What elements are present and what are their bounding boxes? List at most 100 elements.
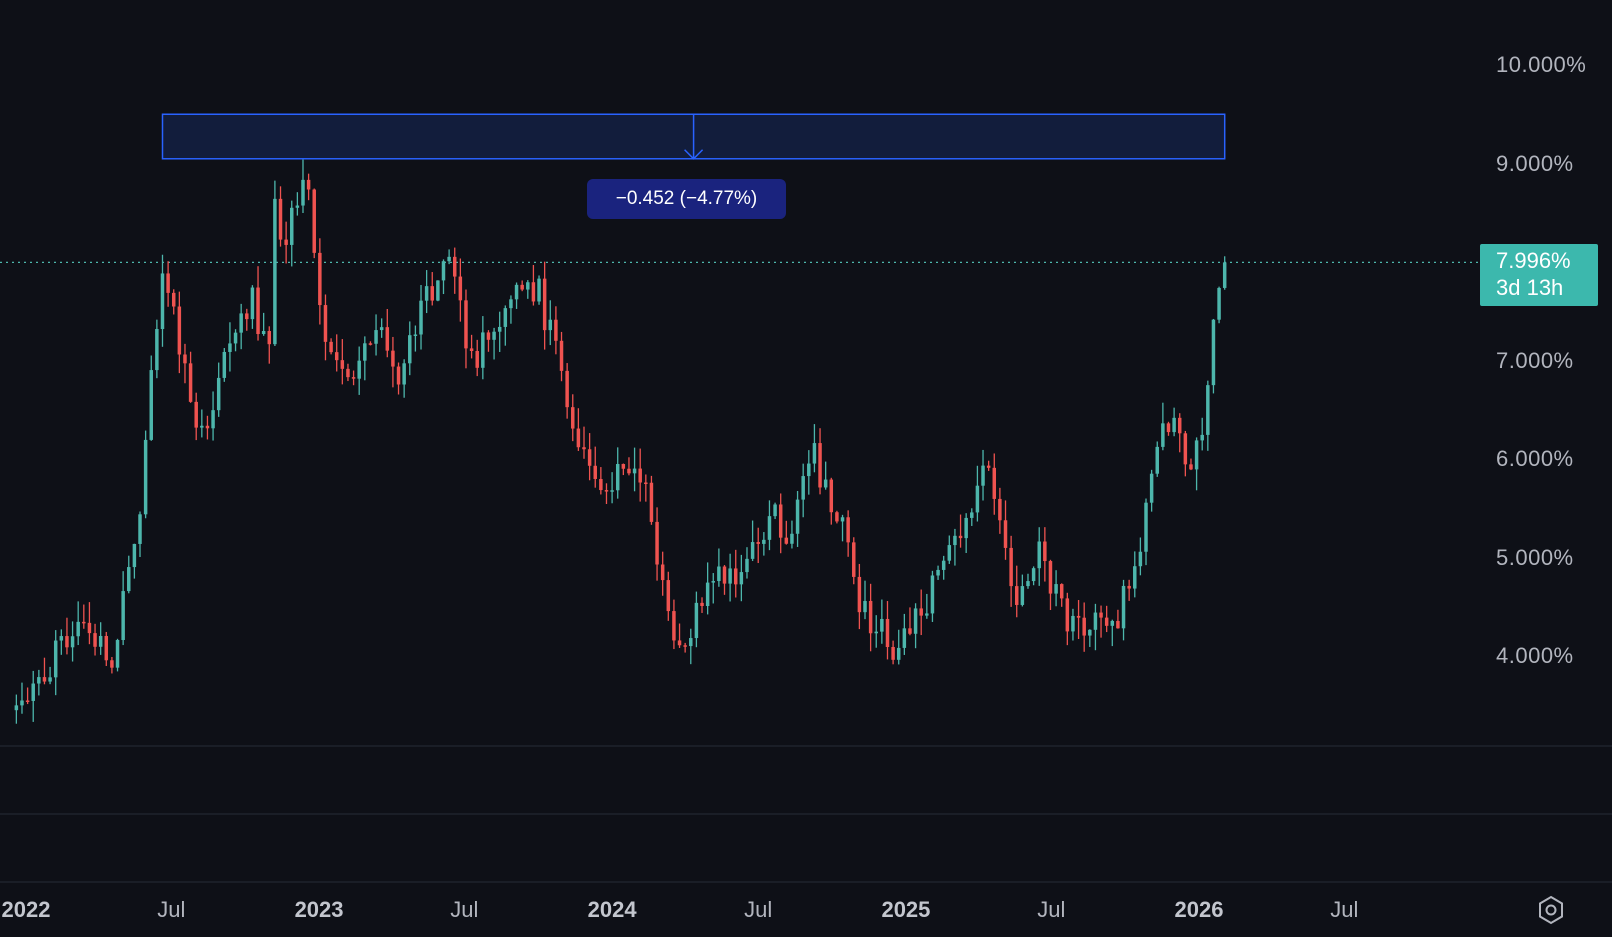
candle-up (37, 677, 41, 684)
candle-down (396, 366, 401, 385)
candle-up (1222, 262, 1227, 288)
candle-up (896, 647, 901, 660)
candle-up (363, 343, 367, 361)
candle-up (250, 287, 255, 320)
candle-up (53, 640, 58, 678)
candle-down (852, 542, 856, 577)
candle-down (992, 467, 997, 499)
candle-down (891, 647, 895, 660)
x-axis-label: 2024 (587, 897, 637, 922)
candle-down (655, 521, 659, 565)
candle-up (155, 329, 159, 371)
candle-up (930, 575, 935, 614)
candle-up (379, 327, 384, 331)
candle-down (430, 286, 434, 301)
x-axis-label: Jul (1037, 897, 1066, 922)
candle-down (835, 512, 839, 522)
candle-up (1093, 612, 1098, 630)
candle-up (228, 343, 232, 352)
candle-up (402, 363, 406, 385)
candle-down (778, 504, 783, 538)
candle-up (1026, 581, 1030, 587)
candle-down (846, 517, 850, 543)
candle-up (419, 300, 423, 335)
x-axis-label: Jul (450, 897, 479, 922)
candle-up (812, 443, 817, 464)
candle-up (273, 198, 277, 345)
candle-up (413, 334, 418, 336)
candle-down (104, 635, 109, 661)
candle-up (514, 284, 519, 300)
candle-up (970, 512, 974, 518)
candle-down (1189, 464, 1193, 470)
candle-down (520, 284, 524, 290)
candle-down (542, 278, 547, 331)
candle-down (346, 368, 350, 378)
candle-down (565, 370, 569, 408)
candle-down (587, 449, 592, 466)
candle-down (1166, 423, 1171, 433)
candle-up (689, 638, 693, 647)
candle-up (964, 517, 968, 539)
candle-down (318, 252, 322, 306)
candle-down (666, 580, 671, 612)
candle-up (925, 613, 929, 616)
candle-up (750, 542, 755, 559)
candle-down (334, 352, 339, 361)
candle-down (1183, 433, 1188, 465)
y-axis-label: 6.000% (1496, 446, 1574, 471)
measure-tool[interactable] (161, 113, 1226, 160)
candle-up (947, 545, 952, 561)
candle-down (559, 340, 564, 371)
candle-down (700, 602, 704, 607)
last-price-badge: 7.996% 3d 13h (1480, 244, 1598, 306)
candle-up (1088, 629, 1092, 636)
candle-up (509, 299, 513, 309)
candle-up (160, 273, 165, 330)
candle-up (767, 516, 772, 540)
candle-down (306, 179, 311, 190)
x-axis-label: Jul (1330, 897, 1359, 922)
candle-up (790, 533, 794, 544)
candle-down (1048, 561, 1053, 594)
candle-down (604, 490, 609, 492)
candle-up (1211, 319, 1216, 386)
candle-down (323, 305, 328, 342)
candle-down (1043, 541, 1047, 562)
candle-up (762, 539, 766, 544)
candle-up (981, 465, 985, 486)
candle-up (374, 330, 378, 344)
x-axis-label: 2026 (1174, 897, 1224, 922)
candle-up (880, 618, 884, 632)
candle-down (458, 276, 463, 301)
candle-down (621, 464, 626, 469)
candle-up (902, 628, 907, 648)
candle-down (593, 465, 597, 479)
candle-down (554, 319, 558, 341)
gear-icon[interactable] (1536, 895, 1566, 925)
candle-up (1054, 584, 1058, 594)
candle-down (391, 350, 395, 367)
candle-up (1194, 440, 1199, 470)
candle-up (1020, 586, 1025, 605)
candle-down (329, 341, 333, 353)
candle-up (31, 683, 35, 701)
candle-up (261, 331, 266, 335)
candlestick-series (14, 159, 1227, 724)
candle-up (773, 504, 777, 517)
candle-up (1133, 566, 1137, 589)
candle-up (548, 319, 553, 331)
candle-up (1200, 434, 1204, 441)
candle-up (1206, 385, 1210, 435)
x-axis-label: 2022 (1, 897, 51, 922)
candle-down (312, 189, 316, 253)
candle-up (98, 635, 103, 647)
y-axis-label: 7.000% (1496, 347, 1574, 373)
candle-up (807, 463, 811, 477)
candle-down (256, 287, 260, 335)
candle-up (59, 636, 64, 641)
x-axis-label: 2023 (294, 897, 344, 922)
candle-down (784, 537, 789, 544)
candle-up (913, 608, 918, 634)
